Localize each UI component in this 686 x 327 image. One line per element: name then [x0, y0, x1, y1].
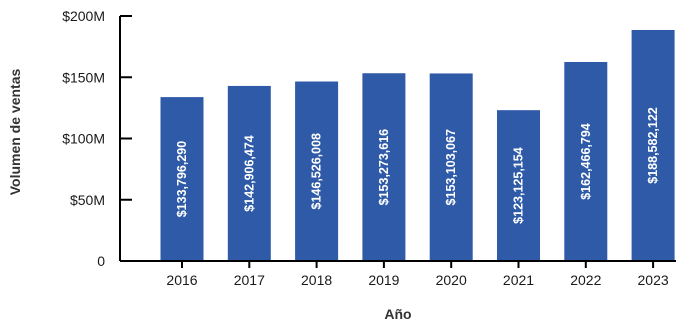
bar-value-label-2021: $123,125,154 — [512, 147, 526, 224]
y-tick-label-0: 0 — [97, 253, 105, 269]
bar-2022 — [564, 61, 608, 261]
x-axis-title: Año — [384, 306, 411, 322]
y-axis-title: Volumen de ventas — [7, 69, 23, 196]
bar-2021 — [497, 110, 540, 261]
bar-value-label-2022: $162,466,794 — [579, 123, 593, 200]
y-tick-label-2: $100M — [62, 131, 105, 147]
bar-value-label-2018: $146,526,008 — [310, 133, 324, 210]
bar-2020 — [429, 73, 473, 261]
bar-value-label-2020: $153,103,067 — [444, 129, 458, 206]
bar-2023 — [631, 29, 675, 261]
x-tick-label-2021: 2021 — [503, 272, 534, 288]
x-tick-label-2020: 2020 — [436, 272, 467, 288]
x-tick-label-2023: 2023 — [638, 272, 669, 288]
x-tick-label-2016: 2016 — [166, 272, 197, 288]
bar-value-label-2019: $153,273,616 — [377, 129, 391, 206]
x-axis: 2016 2017 2018 2019 2020 2021 2022 2023 — [120, 260, 676, 288]
y-tick-label-1: $50M — [70, 192, 105, 208]
y-axis: 0 $50M $100M $150M $200M — [62, 8, 132, 269]
bar-2018 — [295, 81, 339, 261]
bar-2016 — [160, 97, 204, 261]
bar-value-label-2023: $188,582,122 — [646, 107, 660, 184]
bar-2019 — [362, 73, 406, 261]
x-tick-label-2019: 2019 — [368, 272, 399, 288]
bar-2017 — [227, 85, 271, 261]
bar-value-label-2017: $142,906,474 — [242, 135, 256, 212]
x-tick-label-2017: 2017 — [234, 272, 265, 288]
bars-group: $133,796,290 $142,906,474 $146,526,008 $153… — [160, 29, 675, 261]
x-tick-label-2018: 2018 — [301, 272, 332, 288]
bar-value-label-2016: $133,796,290 — [175, 141, 189, 218]
x-tick-label-2022: 2022 — [570, 272, 601, 288]
y-tick-label-4: $200M — [62, 8, 105, 24]
y-tick-label-3: $150M — [62, 69, 105, 85]
